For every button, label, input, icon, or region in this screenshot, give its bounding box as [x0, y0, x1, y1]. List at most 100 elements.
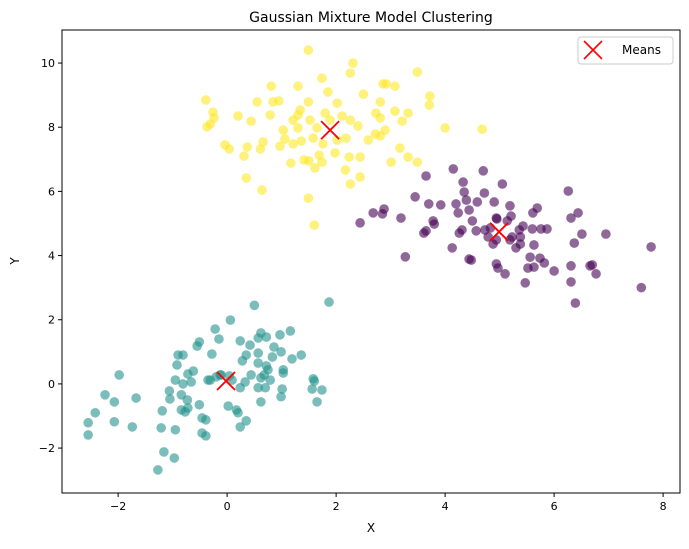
scatter-point-cluster-1	[636, 282, 647, 293]
scatter-point-cluster-0	[233, 111, 243, 121]
scatter-point-cluster-1	[505, 235, 515, 245]
scatter-point-cluster-2	[287, 354, 297, 364]
scatter-point-cluster-0	[312, 123, 322, 133]
scatter-point-cluster-0	[395, 143, 405, 153]
scatter-point-cluster-2	[245, 340, 255, 350]
scatter-point-cluster-0	[242, 142, 253, 152]
mean-marker-1	[489, 222, 509, 242]
scatter-point-cluster-2	[170, 424, 181, 435]
scatter-point-cluster-1	[435, 200, 446, 210]
scatter-point-cluster-0	[288, 115, 298, 125]
scatter-point-cluster-0	[363, 135, 374, 145]
scatter-point-cluster-1	[528, 208, 538, 218]
scatter-point-cluster-0	[390, 106, 400, 116]
x-tick-label: 4	[442, 500, 449, 513]
scatter-point-cluster-1	[492, 214, 502, 224]
x-tick-label: 0	[224, 500, 231, 513]
scatter-point-cluster-2	[312, 397, 322, 407]
scatter-point-cluster-2	[183, 369, 193, 379]
scatter-point-cluster-1	[453, 208, 463, 218]
y-tick-label: 8	[48, 121, 55, 134]
scatter-point-cluster-1	[461, 195, 472, 205]
scatter-point-cluster-1	[479, 188, 490, 198]
scatter-point-cluster-0	[345, 115, 356, 125]
scatter-point-cluster-0	[202, 122, 212, 132]
scatter-point-cluster-1	[570, 298, 581, 308]
scatter-point-cluster-1	[447, 243, 458, 253]
scatter-point-cluster-0	[278, 125, 289, 135]
scatter-point-cluster-1	[497, 179, 508, 189]
scatter-point-cluster-1	[569, 238, 580, 248]
mean-marker-2	[216, 371, 236, 391]
scatter-point-cluster-2	[307, 384, 317, 394]
scatter-point-cluster-0	[303, 193, 314, 203]
scatter-point-cluster-2	[214, 334, 224, 344]
scatter-point-cluster-2	[235, 422, 246, 432]
means-markers	[216, 120, 509, 391]
scatter-point-cluster-0	[344, 152, 355, 162]
scatter-point-cluster-1	[515, 232, 526, 242]
scatter-point-cluster-1	[448, 164, 459, 174]
scatter-point-cluster-2	[131, 393, 141, 403]
scatter-point-cluster-0	[274, 96, 284, 106]
scatter-point-cluster-0	[375, 97, 386, 107]
scatter-point-cluster-0	[378, 79, 388, 89]
scatter-point-cluster-1	[464, 205, 474, 215]
scatter-point-cluster-1	[566, 213, 576, 223]
chart-title: Gaussian Mixture Model Clustering	[249, 10, 493, 26]
scatter-point-cluster-0	[252, 97, 262, 107]
scatter-point-cluster-2	[276, 347, 286, 357]
scatter-point-cluster-0	[375, 113, 386, 123]
scatter-point-cluster-1	[518, 221, 528, 231]
scatter-point-cluster-0	[303, 97, 314, 107]
scatter-point-cluster-0	[288, 139, 298, 149]
scatter-point-cluster-0	[340, 165, 351, 175]
scatter-point-cluster-1	[563, 186, 574, 196]
legend-box	[577, 36, 674, 65]
scatter-point-cluster-0	[332, 98, 343, 108]
scatter-point-cluster-2	[203, 375, 213, 385]
scatter-point-cluster-0	[477, 124, 487, 134]
scatter-point-cluster-2	[207, 349, 217, 359]
scatter-point-cluster-1	[368, 208, 378, 218]
scatter-point-cluster-0	[337, 111, 347, 121]
y-axis-ticks: −2 0 2 4 6 8 10	[39, 57, 62, 455]
scatter-point-cluster-2	[90, 407, 101, 418]
scatter-point-cluster-2	[180, 407, 190, 417]
scatter-point-cluster-0	[303, 45, 314, 56]
scatter-point-cluster-1	[646, 242, 656, 252]
scatter-point-cluster-1	[485, 223, 496, 233]
y-tick-label: 0	[48, 378, 55, 391]
scatter-point-cluster-0	[201, 95, 211, 105]
scatter-point-cluster-1	[421, 171, 431, 181]
scatter-point-cluster-0	[275, 141, 285, 151]
scatter-point-cluster-1	[502, 216, 513, 226]
scatter-point-cluster-2	[210, 324, 220, 334]
legend: Means	[577, 36, 674, 65]
scatter-point-cluster-0	[305, 115, 315, 125]
scatter-point-cluster-2	[165, 394, 175, 404]
scatter-point-cluster-1	[527, 224, 538, 234]
scatter-point-cluster-2	[178, 350, 188, 360]
y-tick-label: 10	[41, 57, 55, 70]
scatter-point-cluster-2	[186, 377, 196, 387]
scatter-point-cluster-1	[488, 239, 498, 249]
scatter-point-cluster-0	[386, 157, 396, 167]
scatter-point-cluster-1	[505, 201, 515, 211]
x-tick-label: 8	[660, 500, 667, 513]
scatter-point-cluster-2	[225, 315, 236, 325]
scatter-point-cluster-2	[261, 361, 272, 371]
scatter-point-cluster-1	[577, 229, 587, 239]
scatter-point-cluster-2	[253, 358, 263, 368]
y-tick-label: 6	[48, 185, 55, 198]
scatter-point-cluster-2	[277, 384, 287, 394]
scatter-point-cluster-2	[309, 376, 320, 386]
y-tick-label: 2	[48, 314, 55, 327]
scatter-point-cluster-1	[410, 192, 420, 202]
scatter-point-cluster-0	[425, 91, 435, 101]
plot-frame	[61, 29, 681, 494]
scatter-point-cluster-0	[293, 123, 303, 133]
scatter-point-cluster-1	[377, 209, 388, 219]
scatter-point-cluster-0	[390, 81, 400, 91]
scatter-point-cluster-2	[269, 342, 279, 352]
